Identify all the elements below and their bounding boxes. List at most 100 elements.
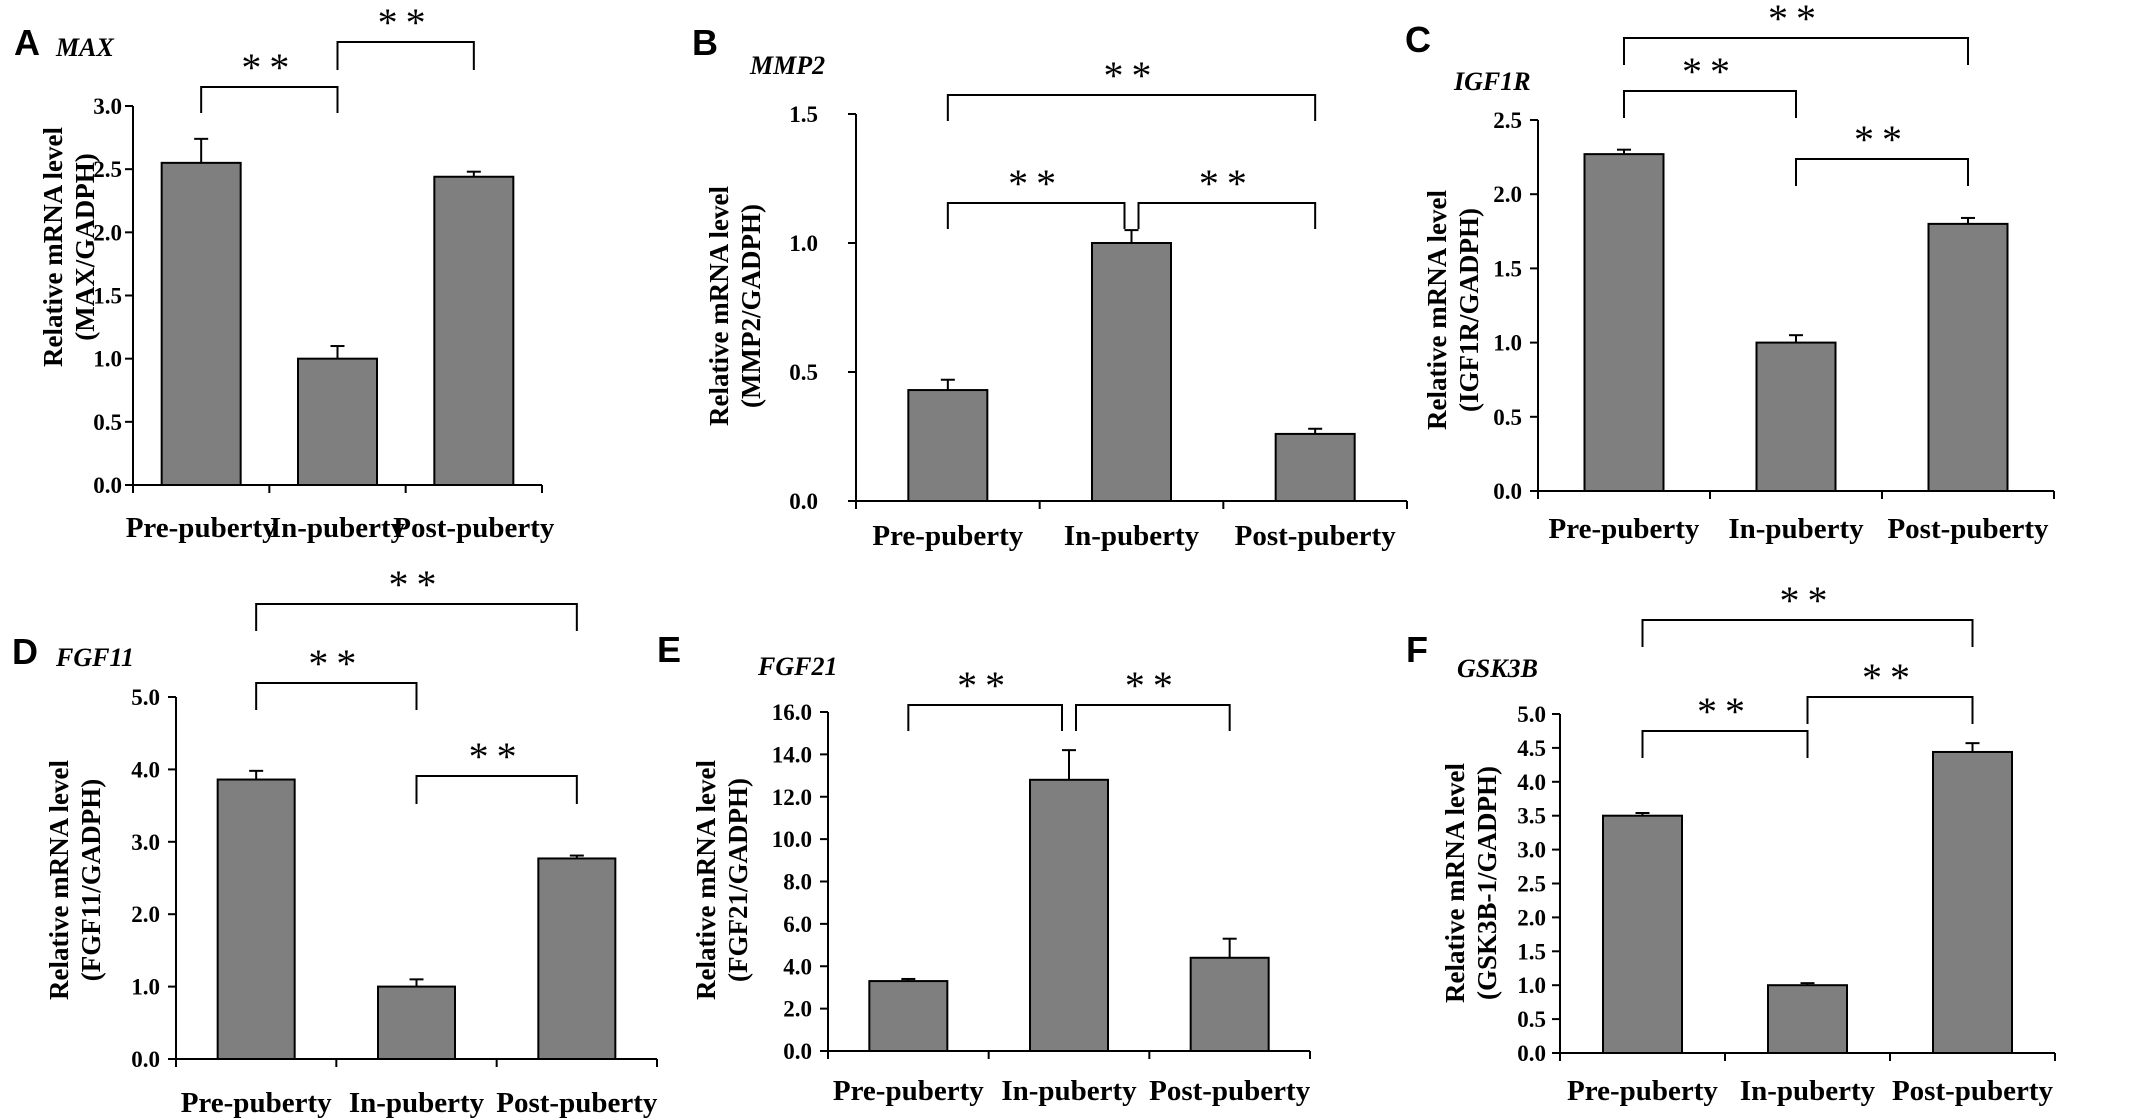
y-tick-label: 0.0 xyxy=(131,1047,160,1072)
significance-label: ** xyxy=(1780,578,1836,623)
y-tick-label: 4.0 xyxy=(131,757,160,782)
y-axis-label: Relative mRNA level(IGF1R/GADPH) xyxy=(1422,190,1484,430)
significance-label: ** xyxy=(1854,117,1910,162)
chart-panel-d: D FGF11 Relative mRNA level(FGF11/GADPH) 0.… xyxy=(12,562,658,1119)
y-tick-label: 4.0 xyxy=(783,954,812,979)
significance-bracket xyxy=(907,704,1063,731)
panel-letter: A xyxy=(14,22,40,63)
bar xyxy=(216,778,296,1060)
y-axis-label: Relative mRNA level(MMP2/GADPH) xyxy=(704,186,766,426)
y-tick-label: 0.0 xyxy=(783,1039,812,1064)
bar xyxy=(160,161,242,486)
gene-title: IGF1R xyxy=(1453,67,1531,96)
y-tick-label: 2.5 xyxy=(1493,108,1522,133)
category-label: Post-puberty xyxy=(1235,520,1397,552)
y-tick-label: 3.5 xyxy=(1517,804,1546,829)
y-tick-label: 1.0 xyxy=(1493,331,1522,356)
chart-panel-b: B MMP2 Relative mRNA level(MMP2/GADPH) 0.0 0… xyxy=(692,22,1408,552)
significance-label: ** xyxy=(1125,663,1181,708)
y-tick-label: 1.5 xyxy=(1493,256,1522,281)
chart-panel-f: F GSK3B Relative mRNA level(GSK3B-1/GADPH)… xyxy=(1406,578,2056,1107)
y-tick-label: 10.0 xyxy=(772,827,812,852)
y-tick-label: 4.5 xyxy=(1517,736,1546,761)
significance-label: ** xyxy=(957,663,1013,708)
gene-title: FGF11 xyxy=(55,643,134,672)
y-tick-label: 5.0 xyxy=(1517,702,1546,727)
bar xyxy=(433,175,515,486)
significance-bracket xyxy=(255,682,418,710)
significance-bracket xyxy=(946,94,1317,121)
significance-label: ** xyxy=(1008,161,1064,206)
y-tick-label: 0.0 xyxy=(1517,1041,1546,1066)
significance-bracket xyxy=(1641,730,1809,758)
significance-label: ** xyxy=(1199,161,1255,206)
bar xyxy=(377,985,456,1060)
y-axis-label-line2: (GSK3B-1/GADPH) xyxy=(1472,766,1502,1000)
panel-letter: D xyxy=(12,631,38,672)
y-tick-label: 6.0 xyxy=(783,912,812,937)
gene-title: MAX xyxy=(55,33,114,62)
y-axis-label-line2: (MMP2/GADPH) xyxy=(736,204,766,408)
y-tick-label: 2.0 xyxy=(1517,905,1546,930)
panel-letter: E xyxy=(657,629,681,670)
chart-panel-e: E FGF21 Relative mRNA level(FGF21/GADPH) 0.… xyxy=(657,629,1311,1107)
y-tick-label: 2.0 xyxy=(131,902,160,927)
y-tick-label: 4.0 xyxy=(1517,770,1546,795)
y-tick-label: 1.5 xyxy=(1517,939,1546,964)
y-tick-label: 0.5 xyxy=(789,360,818,385)
y-tick-label: 12.0 xyxy=(772,785,812,810)
significance-label: ** xyxy=(1697,689,1753,734)
y-tick-label: 1.0 xyxy=(789,231,818,256)
y-tick-label: 0.0 xyxy=(93,473,122,498)
significance-bracket xyxy=(255,603,578,631)
significance-bracket xyxy=(336,41,475,70)
significance-label: ** xyxy=(1104,53,1160,98)
y-tick-label: 2.5 xyxy=(93,157,122,182)
y-tick-label: 2.0 xyxy=(783,997,812,1022)
y-tick-label: 14.0 xyxy=(772,742,812,767)
gene-title: GSK3B xyxy=(1457,654,1538,683)
category-label: In-puberty xyxy=(1064,520,1200,552)
y-axis-label-line2: (FGF11/GADPH) xyxy=(76,779,106,981)
bar xyxy=(1091,242,1172,502)
y-tick-label: 5.0 xyxy=(131,685,160,710)
significance-bracket xyxy=(200,86,339,113)
category-label: In-puberty xyxy=(1001,1075,1137,1107)
y-axis-label: Relative mRNA level(GSK3B-1/GADPH) xyxy=(1440,763,1502,1003)
significance-label: ** xyxy=(1768,0,1824,41)
significance-bracket xyxy=(1075,704,1231,731)
category-label: Pre-puberty xyxy=(1567,1075,1718,1107)
bar xyxy=(1274,432,1356,503)
category-label: Pre-puberty xyxy=(1549,513,1700,545)
y-axis-label: Relative mRNA level(FGF11/GADPH) xyxy=(44,760,106,1000)
bar xyxy=(1189,956,1270,1053)
y-axis-label-line1: Relative mRNA level xyxy=(44,760,74,1000)
significance-bracket xyxy=(946,202,1126,229)
bar xyxy=(537,857,617,1061)
y-axis-label-line1: Relative mRNA level xyxy=(1422,190,1452,430)
category-label: Pre-puberty xyxy=(872,520,1023,552)
y-axis-label-line2: (MAX/GADPH) xyxy=(70,153,100,340)
y-axis-label: Relative mRNA level(MAX/GADPH) xyxy=(38,127,100,367)
y-tick-label: 16.0 xyxy=(772,700,812,725)
bar xyxy=(868,980,949,1052)
significance-label: ** xyxy=(389,562,445,607)
category-label: Post-puberty xyxy=(1887,513,2049,545)
y-tick-label: 1.5 xyxy=(93,284,122,309)
y-tick-label: 0.5 xyxy=(1517,1007,1546,1032)
significance-label: ** xyxy=(308,641,364,686)
significance-bracket xyxy=(1806,696,1974,724)
y-axis-label-line1: Relative mRNA level xyxy=(38,127,68,367)
significance-label: ** xyxy=(378,0,434,45)
panel-letter: F xyxy=(1406,629,1428,670)
significance-label: ** xyxy=(1682,49,1738,94)
category-label: Post-puberty xyxy=(1149,1075,1311,1107)
significance-bracket xyxy=(1137,202,1317,229)
category-label: Post-puberty xyxy=(1892,1075,2054,1107)
significance-label: ** xyxy=(469,734,525,779)
y-tick-label: 0.0 xyxy=(1493,479,1522,504)
y-tick-label: 3.0 xyxy=(1517,838,1546,863)
y-tick-label: 2.0 xyxy=(1493,182,1522,207)
y-axis-label-line1: Relative mRNA level xyxy=(1440,763,1470,1003)
